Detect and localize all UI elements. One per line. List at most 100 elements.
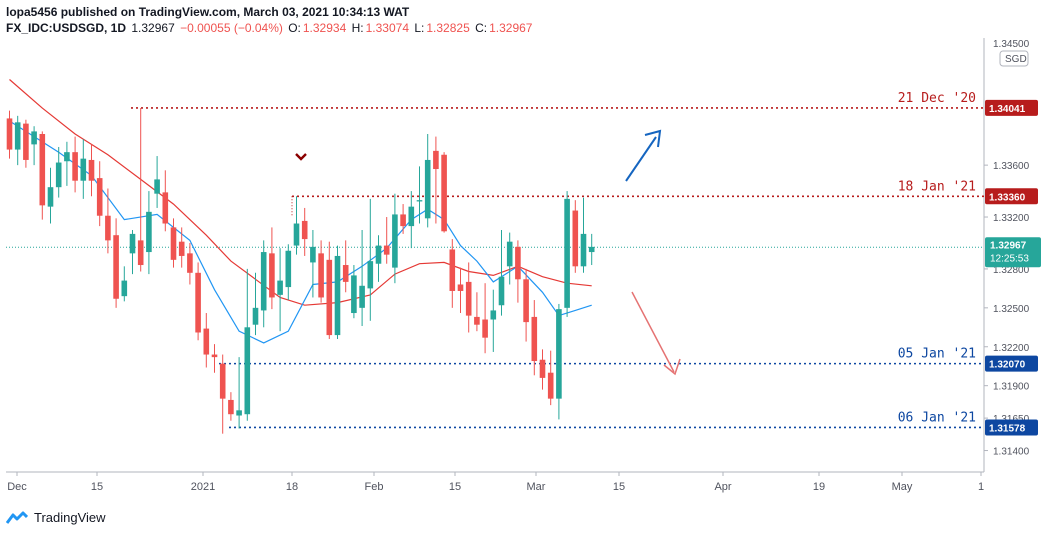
candle-body[interactable] (105, 215, 111, 241)
candle-body[interactable] (146, 211, 152, 253)
level-price-tag[interactable] (985, 355, 1038, 372)
candle-body[interactable] (556, 309, 562, 399)
candle-body[interactable] (228, 399, 234, 415)
candle-body[interactable] (113, 235, 119, 299)
candle-body[interactable] (400, 214, 406, 227)
candle-body[interactable] (408, 206, 415, 227)
tradingview-logo-icon (6, 511, 28, 524)
candle-body[interactable] (269, 253, 275, 298)
candle-body[interactable] (326, 259, 333, 336)
sma-slow-line (9, 79, 592, 306)
candle-body[interactable] (359, 285, 365, 308)
y-tick-label: 1.31400 (993, 447, 1030, 458)
candle-body[interactable] (498, 276, 505, 306)
last-price: 1.32967 (131, 21, 175, 35)
candle-body[interactable] (367, 261, 374, 289)
candle-body[interactable] (244, 327, 251, 415)
candle-body[interactable] (490, 310, 497, 320)
arrow-up-shaft (625, 136, 657, 182)
candle-body[interactable] (96, 178, 103, 216)
candle-body[interactable] (457, 284, 464, 291)
candle-body[interactable] (219, 363, 226, 399)
arrow-up-icon (644, 129, 662, 148)
arrow-down-icon (663, 358, 681, 376)
currency-box[interactable] (999, 50, 1029, 67)
level-price-tag[interactable] (985, 419, 1038, 436)
candle-body[interactable] (293, 223, 300, 246)
candle-body[interactable] (441, 154, 447, 232)
candle-body[interactable] (580, 233, 587, 267)
footer-brand[interactable]: TradingView (6, 510, 106, 525)
candle-body[interactable] (88, 159, 95, 181)
candle-body[interactable] (162, 192, 169, 224)
candle-body[interactable] (195, 272, 201, 333)
candle-body[interactable] (318, 253, 324, 298)
x-tick-label: 19 (813, 481, 825, 493)
candle-body[interactable] (129, 233, 136, 254)
candle-body[interactable] (465, 281, 472, 316)
candle-body[interactable] (154, 179, 160, 194)
candle-body[interactable] (211, 354, 218, 358)
candle-body[interactable] (449, 249, 456, 291)
candle-body[interactable] (170, 227, 177, 260)
candle-body[interactable] (72, 152, 78, 181)
candle-body[interactable] (523, 279, 529, 323)
candle-body[interactable] (572, 210, 579, 267)
level-price-tag[interactable] (985, 188, 1038, 205)
level-price-tag[interactable] (985, 99, 1038, 116)
candle-body[interactable] (14, 122, 21, 150)
candle-body[interactable] (342, 265, 349, 282)
candle-countdown-text: 12:25:53 (990, 253, 1029, 264)
symbol-label[interactable]: FX_IDC:USDSGD, 1D (6, 21, 127, 35)
candle-body[interactable] (531, 316, 538, 362)
candle-body[interactable] (252, 307, 259, 325)
candle-body[interactable] (474, 316, 480, 325)
candle-body[interactable] (23, 123, 29, 160)
candle-body[interactable] (47, 187, 54, 207)
candle-body[interactable] (203, 328, 210, 355)
candle-body[interactable] (310, 246, 316, 263)
candle-body[interactable] (539, 359, 546, 378)
candle-body[interactable] (301, 220, 308, 240)
current-price-tag[interactable] (985, 237, 1041, 268)
candle-body[interactable] (178, 241, 185, 256)
candle-body[interactable] (482, 319, 488, 338)
x-tick-label: Apr (714, 481, 731, 493)
candle-body[interactable] (375, 245, 382, 264)
chevron-down-icon (295, 153, 307, 161)
candle-body[interactable] (187, 253, 193, 273)
brand-name: TradingView (34, 510, 106, 525)
candle-body[interactable] (515, 246, 521, 280)
candle-body[interactable] (137, 240, 144, 266)
x-tick-label: 15 (91, 481, 103, 493)
candle-body[interactable] (80, 158, 87, 181)
candle-body[interactable] (506, 241, 513, 267)
candle-body[interactable] (39, 134, 46, 206)
current-price-text: 1.32967 (990, 240, 1027, 251)
candle-body[interactable] (392, 214, 398, 268)
change-value: −0.00055 (−0.04%) (180, 21, 283, 35)
candle-body[interactable] (547, 372, 554, 399)
candle-body[interactable] (334, 255, 341, 336)
y-tick-label: 1.33200 (993, 213, 1030, 224)
candle-body[interactable] (55, 162, 62, 188)
candle-body[interactable] (383, 245, 390, 255)
candle-body[interactable] (433, 150, 439, 170)
candle-body[interactable] (260, 252, 267, 311)
high-label: H: (351, 21, 364, 35)
candle-body[interactable] (564, 198, 570, 308)
candle-body[interactable] (424, 159, 431, 219)
candle-body[interactable] (416, 200, 423, 202)
candle-body[interactable] (285, 250, 292, 288)
candle-body[interactable] (588, 246, 595, 253)
candle-body[interactable] (31, 131, 37, 145)
candle-body[interactable] (351, 275, 357, 314)
candle-body[interactable] (277, 280, 283, 295)
x-tick-label: Dec (7, 481, 27, 493)
level-price-text: 1.33360 (989, 192, 1026, 203)
candle-body[interactable] (236, 410, 242, 416)
candle-body[interactable] (6, 118, 13, 150)
candle-body[interactable] (64, 152, 70, 162)
candle-body[interactable] (121, 280, 128, 297)
